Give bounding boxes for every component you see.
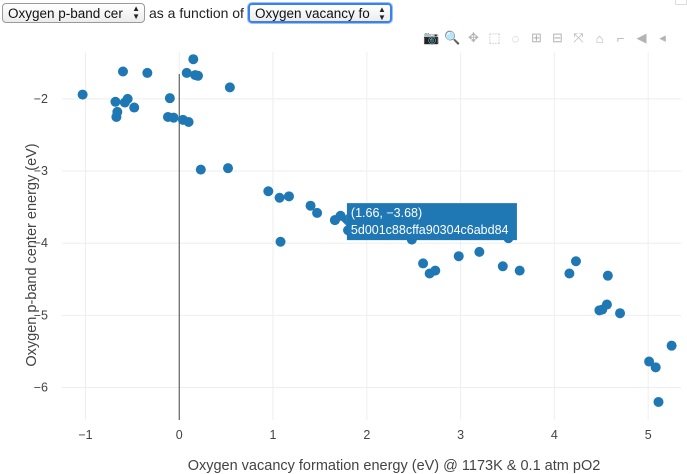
lasso-select-icon[interactable]: ◌ — [511, 30, 520, 46]
x-axis-select[interactable]: Oxygen vacancy fo ▲ ▼ — [247, 3, 392, 23]
connector-label: as a function of — [149, 5, 244, 21]
data-point — [263, 186, 274, 197]
zoom-out-icon[interactable]: ⊟ — [552, 30, 563, 45]
data-point — [564, 268, 575, 279]
camera-icon[interactable]: 📷 — [423, 30, 440, 45]
autoscale-icon[interactable]: ⤧ — [573, 30, 584, 45]
data-point — [142, 67, 153, 78]
y-tick-label: −4 — [34, 236, 48, 250]
y-tick-label: −5 — [34, 308, 48, 322]
x-axis-select-value: Oxygen vacancy fo — [254, 5, 370, 21]
data-point — [275, 236, 286, 247]
data-point — [650, 362, 661, 373]
data-point — [168, 112, 179, 123]
x-tick-label: 0 — [176, 428, 183, 442]
y-axis-select-value: Oxygen p-band cer — [8, 5, 123, 21]
data-point — [224, 82, 235, 93]
data-point — [129, 102, 140, 113]
data-point — [497, 261, 508, 272]
reset-axes-icon[interactable]: ⌂ — [595, 30, 604, 46]
data-point — [77, 89, 88, 100]
pan-icon[interactable]: ✥ — [468, 30, 479, 45]
data-point — [195, 164, 206, 175]
data-point — [418, 258, 429, 269]
y-axis-label: Oxygen p-band center energy (eV) — [24, 143, 40, 366]
data-point — [183, 116, 194, 127]
data-point — [602, 270, 613, 281]
hover-tooltip: (1.66, −3.68) 5d001c88cffa90304c6abd84 — [329, 203, 517, 241]
axis-selectors: Oxygen p-band cer ▲ ▼ as a function of Ox… — [2, 3, 392, 23]
tooltip-id: 5d001c88cffa90304c6abd84 — [351, 223, 509, 237]
data-point — [430, 265, 441, 276]
x-tick-label: −1 — [78, 428, 92, 442]
y-tick-label: −2 — [34, 92, 48, 106]
data-point — [474, 246, 485, 257]
data-point — [453, 251, 464, 262]
data-point — [283, 191, 294, 202]
box-select-icon[interactable]: ⬚ — [488, 30, 501, 45]
data-point — [122, 93, 133, 104]
y-tick-label: −6 — [34, 381, 48, 395]
data-point — [601, 299, 612, 310]
x-tick-label: 5 — [645, 428, 652, 442]
x-tick-label: 4 — [551, 428, 558, 442]
data-point — [644, 356, 655, 367]
data-point — [164, 93, 175, 104]
y-axis-select[interactable]: Oxygen p-band cer ▲ ▼ — [2, 3, 145, 23]
zoom-icon[interactable]: 🔍 — [444, 30, 461, 45]
hover-compare-icon[interactable]: ◂ — [659, 30, 666, 45]
data-point — [181, 67, 192, 78]
data-point — [192, 70, 203, 81]
data-point — [110, 96, 121, 107]
hovered-point — [329, 215, 340, 226]
tooltip-box — [346, 203, 517, 241]
select-arrows-icon: ▲ ▼ — [378, 5, 386, 22]
select-arrows-icon: ▲ ▼ — [132, 4, 140, 21]
x-tick-label: 1 — [270, 428, 277, 442]
x-tick-label: 2 — [363, 428, 370, 442]
zoom-in-icon[interactable]: ⊞ — [531, 30, 542, 45]
data-point — [653, 396, 664, 407]
plot-modebar: 📷 🔍 ✥ ⬚ ◌ ⊞ ⊟ ⤧ ⌂ ⌐ ◀ ◂ — [421, 29, 673, 47]
data-point — [570, 256, 581, 267]
data-point — [514, 265, 525, 276]
spike-lines-icon[interactable]: ⌐ — [616, 30, 625, 46]
tooltip-coords: (1.66, −3.68) — [351, 206, 422, 220]
y-tick-label: −3 — [34, 164, 48, 178]
data-point — [615, 308, 626, 319]
data-point — [305, 200, 316, 211]
data-point — [188, 54, 199, 65]
x-tick-label: 3 — [457, 428, 464, 442]
x-axis-label: Oxygen vacancy formation energy (eV) @ 1… — [188, 458, 601, 474]
hover-closest-icon[interactable]: ◀ — [636, 30, 647, 45]
data-point — [312, 207, 323, 218]
data-point — [223, 163, 234, 174]
tick-labels: −1 0 1 2 3 4 5 −2 −3 −4 −5 −6 — [34, 92, 652, 442]
tooltip-pointer — [340, 214, 347, 227]
data-point — [112, 106, 123, 117]
data-point — [117, 66, 128, 77]
data-point — [274, 192, 285, 203]
data-point — [666, 340, 677, 351]
